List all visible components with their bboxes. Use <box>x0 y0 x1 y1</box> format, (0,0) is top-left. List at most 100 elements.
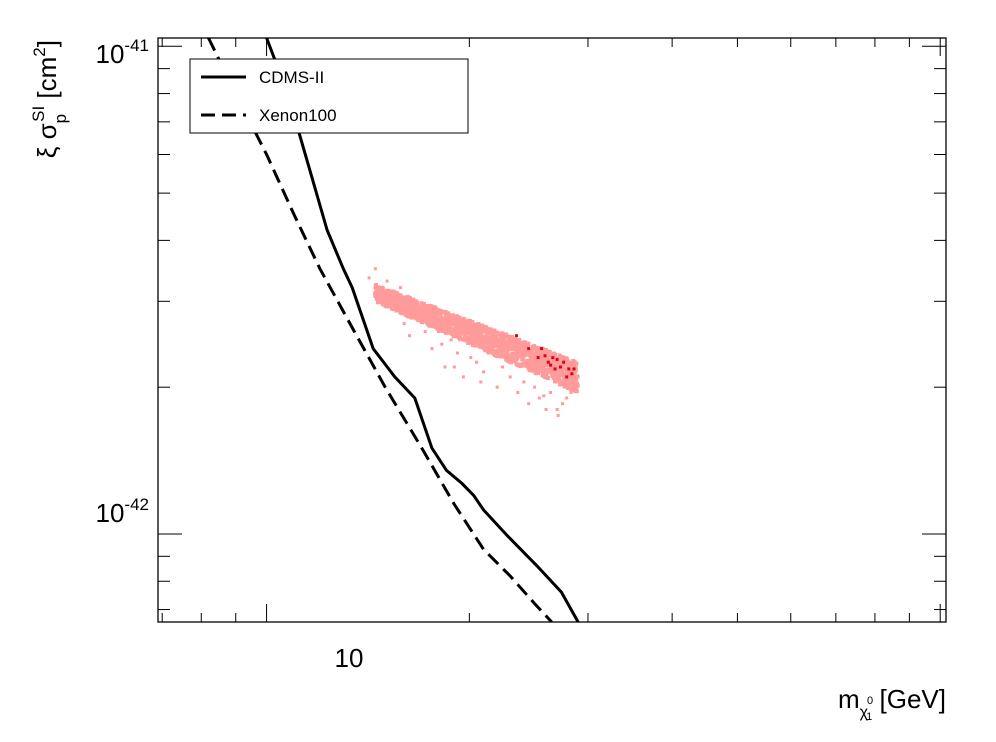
scatter-point <box>548 368 553 373</box>
scatter-point <box>427 318 431 322</box>
scatter-point <box>490 333 494 338</box>
scatter-point <box>419 308 423 313</box>
scatter-point <box>489 340 494 345</box>
scatter-point <box>441 328 445 333</box>
scatter-point-highlight <box>527 347 531 351</box>
scatter-point <box>542 394 546 398</box>
scatter-point <box>406 313 410 318</box>
scatter-point <box>449 314 454 319</box>
scatter-point <box>419 305 424 310</box>
scatter-point-highlight <box>562 360 566 364</box>
scatter-point <box>511 340 516 345</box>
scatter-point <box>395 307 399 310</box>
scatter-point <box>564 370 569 375</box>
scatter-point <box>508 355 513 360</box>
scatter-point <box>388 295 392 300</box>
svg-text:10-42: 10-42 <box>96 495 150 528</box>
scatter-point <box>537 396 541 400</box>
scatter-point <box>378 291 383 296</box>
scatter-point <box>415 308 420 313</box>
scatter-point <box>539 352 544 357</box>
scatter-point <box>541 369 546 374</box>
scatter-point-highlight <box>546 360 550 364</box>
scatter-point <box>424 304 429 309</box>
scatter-point <box>437 319 442 324</box>
scatter-point <box>484 337 489 342</box>
scatter-point <box>480 327 485 332</box>
scatter-point <box>452 315 457 320</box>
scatter-point <box>456 335 461 340</box>
scatter-point <box>432 324 436 329</box>
scatter-point <box>533 358 538 363</box>
y-tick-exp: -42 <box>124 495 149 514</box>
scatter-point <box>455 318 460 323</box>
scatter-point-highlight <box>549 363 553 367</box>
scatter-point <box>455 323 460 328</box>
scatter-point <box>522 380 526 384</box>
legend-label-cdms: CDMS-II <box>259 68 324 87</box>
scatter-point <box>513 352 518 357</box>
scatter-point <box>536 367 541 372</box>
scatter-point <box>408 301 413 306</box>
scatter-point <box>367 276 371 280</box>
x-tick-label-10: 10 <box>335 643 364 673</box>
scatter-point <box>566 362 571 366</box>
scatter-point <box>433 320 438 325</box>
scatter-point <box>408 334 411 338</box>
scatter-point <box>572 385 576 389</box>
scatter-point <box>518 348 523 352</box>
scatter-point-highlight <box>567 367 571 371</box>
scatter-point <box>409 298 414 303</box>
scatter-point <box>401 308 405 313</box>
scatter-point <box>510 346 515 351</box>
scatter-point <box>461 316 466 321</box>
scatter-point <box>555 408 559 411</box>
scatter-point <box>484 341 489 346</box>
scatter-point <box>373 267 377 271</box>
scatter-point <box>553 379 558 384</box>
scatter-point <box>449 338 453 342</box>
scatter-point <box>554 372 559 376</box>
legend-box <box>189 58 469 134</box>
scatter-point <box>438 311 443 316</box>
scatter-point <box>533 351 538 356</box>
scatter-point <box>494 332 498 337</box>
scatter-point <box>437 330 440 334</box>
scatter-point-highlight <box>570 372 574 376</box>
scatter-point <box>466 326 471 330</box>
scatter-point <box>476 322 481 327</box>
scatter-point <box>566 382 571 387</box>
scatter-point <box>528 366 532 371</box>
scatter-point <box>480 345 485 350</box>
scatter-point <box>553 364 558 369</box>
scatter-point <box>401 298 406 303</box>
scatter-point <box>411 299 415 303</box>
scatter-point-highlight <box>555 357 559 361</box>
scatter-point <box>454 320 458 325</box>
scatter-point <box>518 353 523 358</box>
scatter-point <box>522 353 527 358</box>
scatter-point <box>448 324 453 329</box>
scatter-point <box>489 351 492 355</box>
scatter-point <box>442 323 447 328</box>
scatter-point <box>539 348 544 353</box>
scatter-point <box>562 373 566 377</box>
scatter-point <box>557 376 562 381</box>
scatter-point <box>529 363 534 368</box>
scatter-point <box>501 349 506 354</box>
scatter-point <box>456 328 461 332</box>
scatter-point <box>461 375 465 379</box>
scatter-point <box>395 292 400 297</box>
scatter-point <box>507 346 512 351</box>
scatter-point <box>484 333 489 338</box>
y-tick-label-1e-41: 10-41 <box>96 36 150 69</box>
scatter-point <box>387 289 392 294</box>
scatter-point <box>525 349 530 354</box>
scatter-point <box>488 327 493 332</box>
scatter-point <box>569 391 573 394</box>
scatter-point <box>540 373 545 378</box>
scatter-point <box>416 312 421 317</box>
scatter-point <box>547 357 552 362</box>
scatter-point <box>458 319 463 324</box>
scatter-point <box>451 333 456 337</box>
